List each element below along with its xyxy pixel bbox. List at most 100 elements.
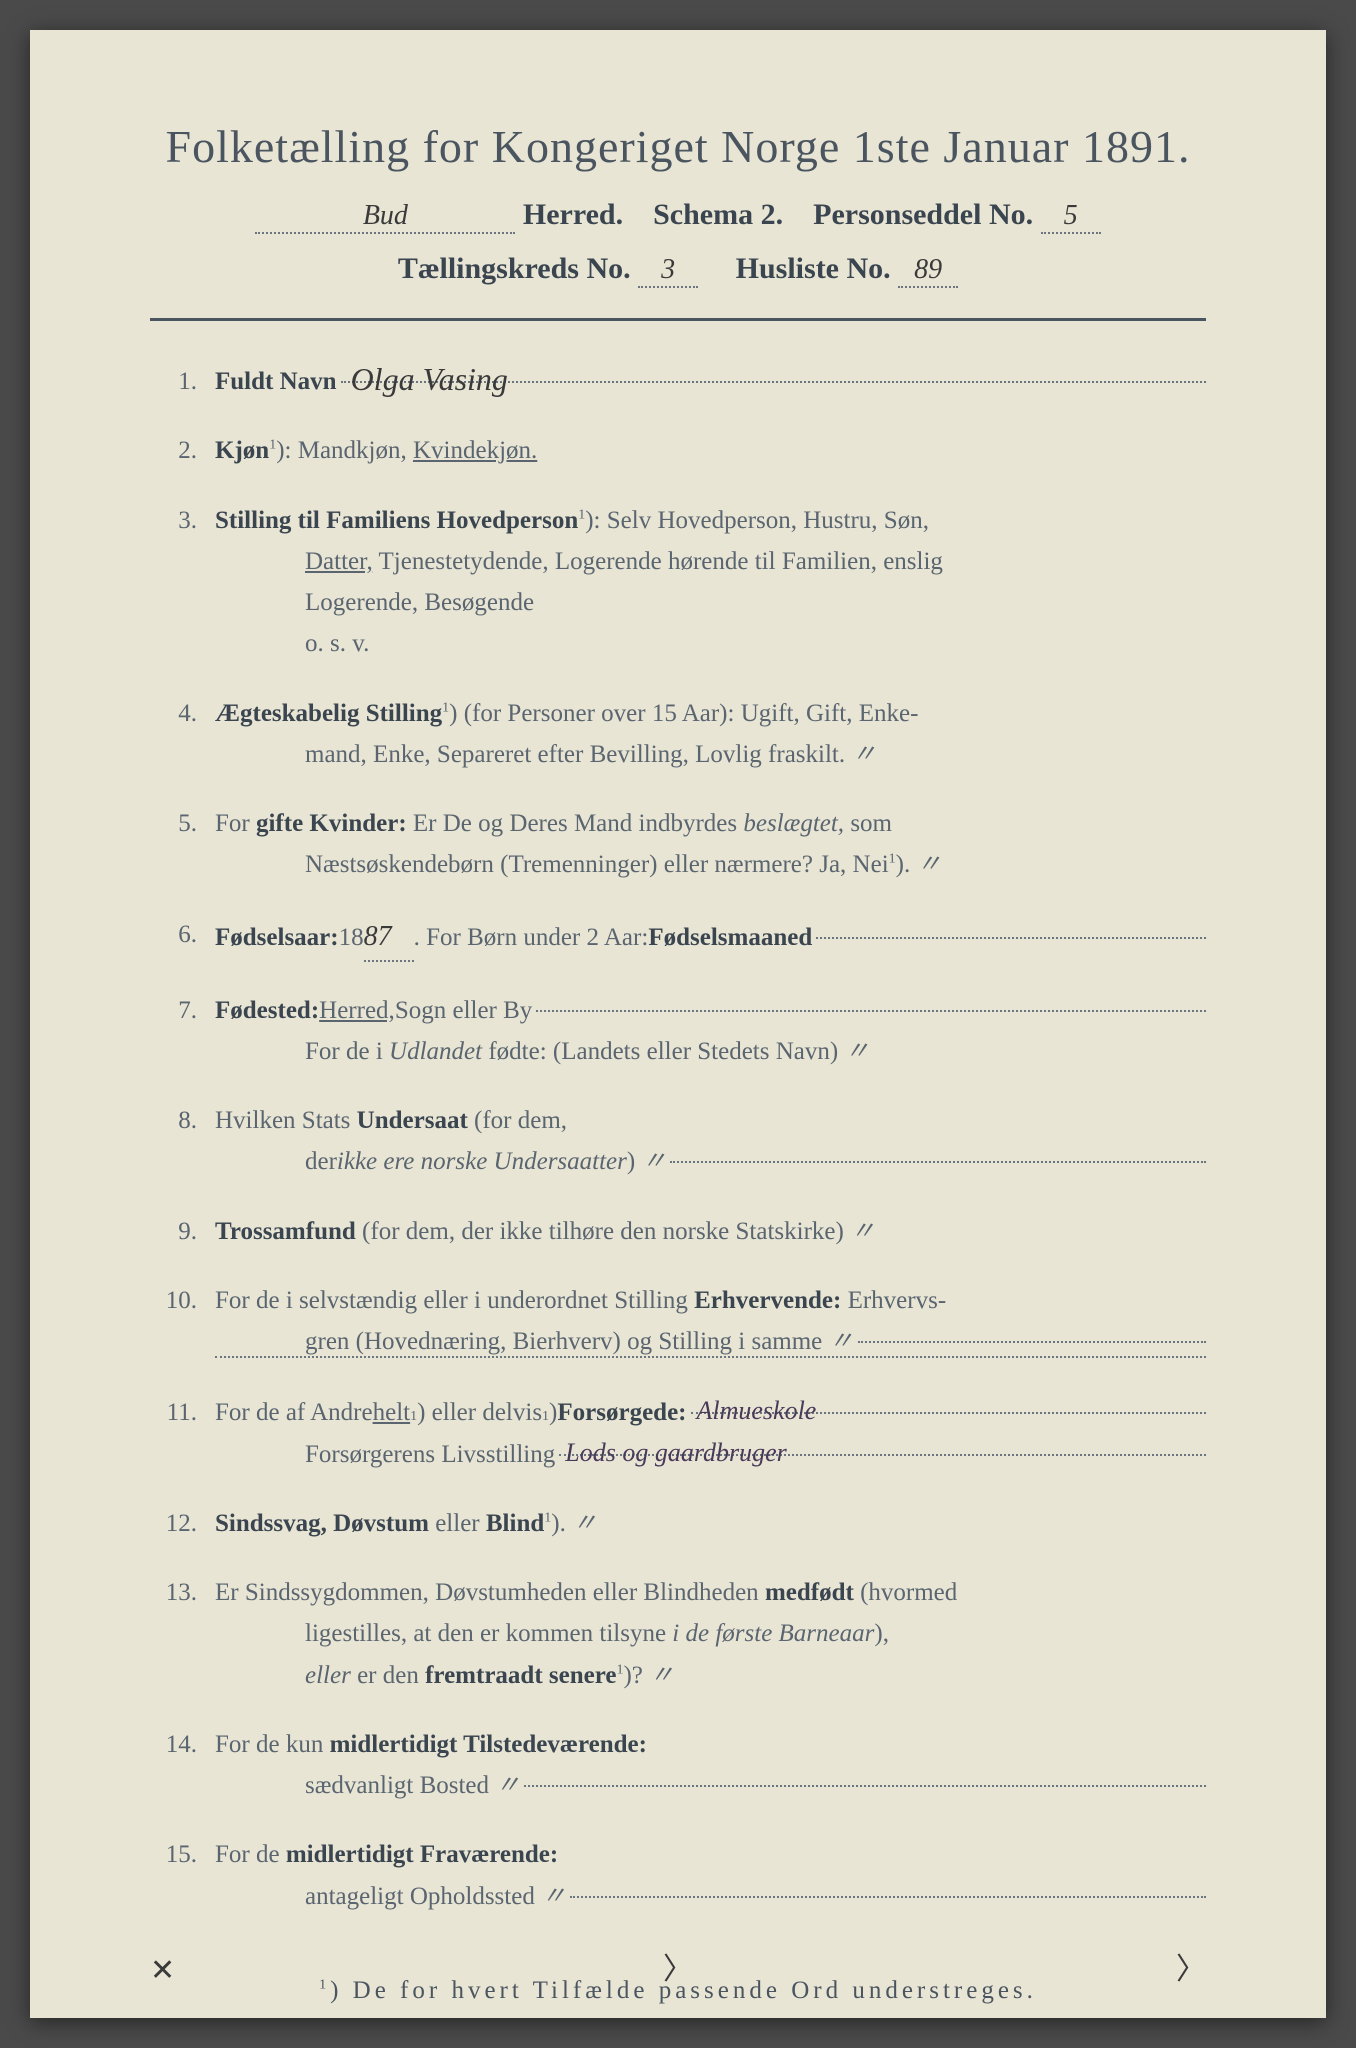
item-num: 9.	[160, 1211, 215, 1252]
prefix: For de	[215, 1841, 286, 1868]
item-num: 15.	[160, 1834, 215, 1917]
sup2: 1	[542, 1405, 549, 1428]
item-num: 1.	[160, 361, 215, 402]
line2-rest: Tjenestetydende, Logerende hørende til F…	[373, 548, 943, 575]
line2-prefix: For de i	[305, 1038, 389, 1065]
label-tilstedev: midlertidigt Tilstedeværende:	[330, 1731, 647, 1758]
provider-value: Lods og gaardbruger	[565, 1432, 787, 1475]
census-form-page: Folketælling for Kongeriget Norge 1ste J…	[30, 30, 1326, 2018]
sup: 1	[889, 852, 896, 867]
husliste-field: 89	[898, 252, 958, 288]
item-6: 6. Fødselsaar: 1887. For Børn under 2 Aa…	[160, 914, 1206, 962]
item-body: For de i selvstændig eller i underordnet…	[215, 1280, 1206, 1365]
prefix: For de kun	[215, 1731, 330, 1758]
whereabouts-field	[570, 1896, 1206, 1898]
line4: o. s. v.	[305, 630, 369, 657]
item-body: For de midlertidigt Fraværende: antageli…	[215, 1834, 1206, 1917]
prefix: For	[215, 810, 256, 837]
tear-mark-left: ✕	[150, 1953, 175, 1988]
item-num: 14.	[160, 1724, 215, 1807]
page-title: Folketælling for Kongeriget Norge 1ste J…	[150, 120, 1206, 173]
text2: som	[844, 810, 892, 837]
herred-value: Bud	[363, 200, 408, 231]
item-body: Stilling til Familiens Hovedperson1): Se…	[215, 500, 1206, 665]
line2-ital: ikke ere norske Undersaatter	[337, 1141, 627, 1182]
name-value: Olga Vasing	[351, 353, 508, 406]
item-3: 3. Stilling til Familiens Hovedperson1):…	[160, 500, 1206, 665]
label-stilling: Stilling til Familiens Hovedperson	[215, 507, 578, 534]
ditto-mark: 〃	[495, 1765, 520, 1806]
ditto-mark: 〃	[649, 1662, 674, 1689]
beslaegtet: beslægtet,	[743, 810, 844, 837]
label-fravaerende: midlertidigt Fraværende:	[286, 1841, 558, 1868]
ditto-mark: 〃	[541, 1876, 566, 1917]
line2-ital: i de første Barneaar	[672, 1620, 874, 1647]
item-body: For de kun midlertidigt Tilstedeværende:…	[215, 1724, 1206, 1807]
item-num: 6.	[160, 914, 215, 962]
label-erhvervende: Erhvervende:	[694, 1287, 841, 1314]
line2-prefix: ligestilles, at den er kommen tilsyne	[305, 1620, 672, 1647]
header-divider	[150, 318, 1206, 321]
text: (for dem, der ikke tilhøre den norske St…	[356, 1218, 850, 1245]
ditto-mark: 〃	[851, 741, 876, 768]
text-mid: . For Børn under 2 Aar:	[414, 917, 649, 958]
after: ).	[551, 1510, 572, 1537]
text: Erhvervs-	[841, 1287, 946, 1314]
provided-value: Almueskole	[697, 1390, 817, 1433]
item-body: Fødselsaar: 1887. For Børn under 2 Aar: …	[215, 914, 1206, 962]
item-14: 14. For de kun midlertidigt Tilstedevære…	[160, 1724, 1206, 1807]
line3-after: )?	[623, 1662, 649, 1689]
citizenship-field	[670, 1161, 1206, 1163]
item-body: Trossamfund (for dem, der ikke tilhøre d…	[215, 1211, 1206, 1252]
text: Er De og Deres Mand indbyrdes	[407, 810, 744, 837]
item-body: Ægteskabelig Stilling1) (for Personer ov…	[215, 693, 1206, 776]
item-body: For de af Andre helt1) eller delvis1) Fo…	[215, 1392, 1206, 1475]
item-num: 8.	[160, 1100, 215, 1183]
label-fuldt-navn: Fuldt Navn	[215, 361, 337, 402]
tear-mark-right: 〉	[1176, 1944, 1206, 1988]
herred-field: Bud	[255, 198, 515, 234]
birthplace-field	[536, 1010, 1206, 1012]
label-medfodt: medfødt	[765, 1579, 854, 1606]
month-field	[816, 937, 1206, 939]
label-gifte: gifte Kvinder:	[256, 810, 407, 837]
sup1: 1	[410, 1405, 417, 1428]
provider-field: Lods og gaardbruger	[559, 1454, 1206, 1456]
name-field: Olga Vasing	[341, 381, 1206, 383]
mid: ) eller delvis	[417, 1392, 542, 1433]
herred-label: Herred.	[523, 198, 623, 231]
udlandet: Udlandet	[389, 1038, 482, 1065]
item-body: Er Sindssygdommen, Døvstumheden eller Bl…	[215, 1572, 1206, 1696]
ditto-mark: 〃	[916, 851, 941, 878]
label-fodested: Fødested:	[215, 990, 319, 1031]
line2-wrap: Næstsøskendebørn (Tremenninger) eller næ…	[305, 851, 942, 878]
line3: Logerende, Besøgende	[305, 589, 534, 616]
personseddel-value: 5	[1064, 200, 1078, 231]
line3-ital: eller	[305, 1662, 351, 1689]
item-11: 11. For de af Andre helt1) eller delvis1…	[160, 1392, 1206, 1475]
line2-after: ),	[874, 1620, 889, 1647]
item-body: Kjøn1): Mandkjøn, Kvindekjøn.	[215, 430, 1206, 471]
occupation-field-2	[215, 1356, 1206, 1358]
line2-wrap: Datter, Tjenestetydende, Logerende høren…	[305, 548, 943, 575]
item-num: 4.	[160, 693, 215, 776]
item-10: 10. For de i selvstændig eller i underor…	[160, 1280, 1206, 1365]
mid: eller	[429, 1510, 486, 1537]
ditto-mark: 〃	[641, 1141, 666, 1182]
item-num: 7.	[160, 990, 215, 1073]
line2-text: mand, Enke, Separeret efter Bevilling, L…	[305, 741, 851, 768]
ditto-mark: 〃	[572, 1510, 597, 1537]
item-num: 5.	[160, 803, 215, 886]
line2-rest: fødte: (Landets eller Stedets Navn)	[482, 1038, 844, 1065]
occupation-field	[858, 1341, 1206, 1343]
line2: Næstsøskendebørn (Tremenninger) eller næ…	[305, 851, 889, 878]
line2-wrap: For de i Udlandet fødte: (Landets eller …	[305, 1038, 869, 1065]
label-fodselsaar: Fødselsaar:	[215, 917, 339, 958]
after: ).	[896, 851, 917, 878]
line2: sædvanligt Bosted	[305, 1765, 489, 1806]
item-13: 13. Er Sindssygdommen, Døvstumheden elle…	[160, 1572, 1206, 1696]
line2-wrap: antageligt Opholdssted 〃	[305, 1876, 1206, 1917]
line2-wrap: ligestilles, at den er kommen tilsyne i …	[305, 1620, 889, 1647]
item-num: 10.	[160, 1280, 215, 1365]
prefix: For de i selvstændig eller i underordnet…	[215, 1287, 694, 1314]
